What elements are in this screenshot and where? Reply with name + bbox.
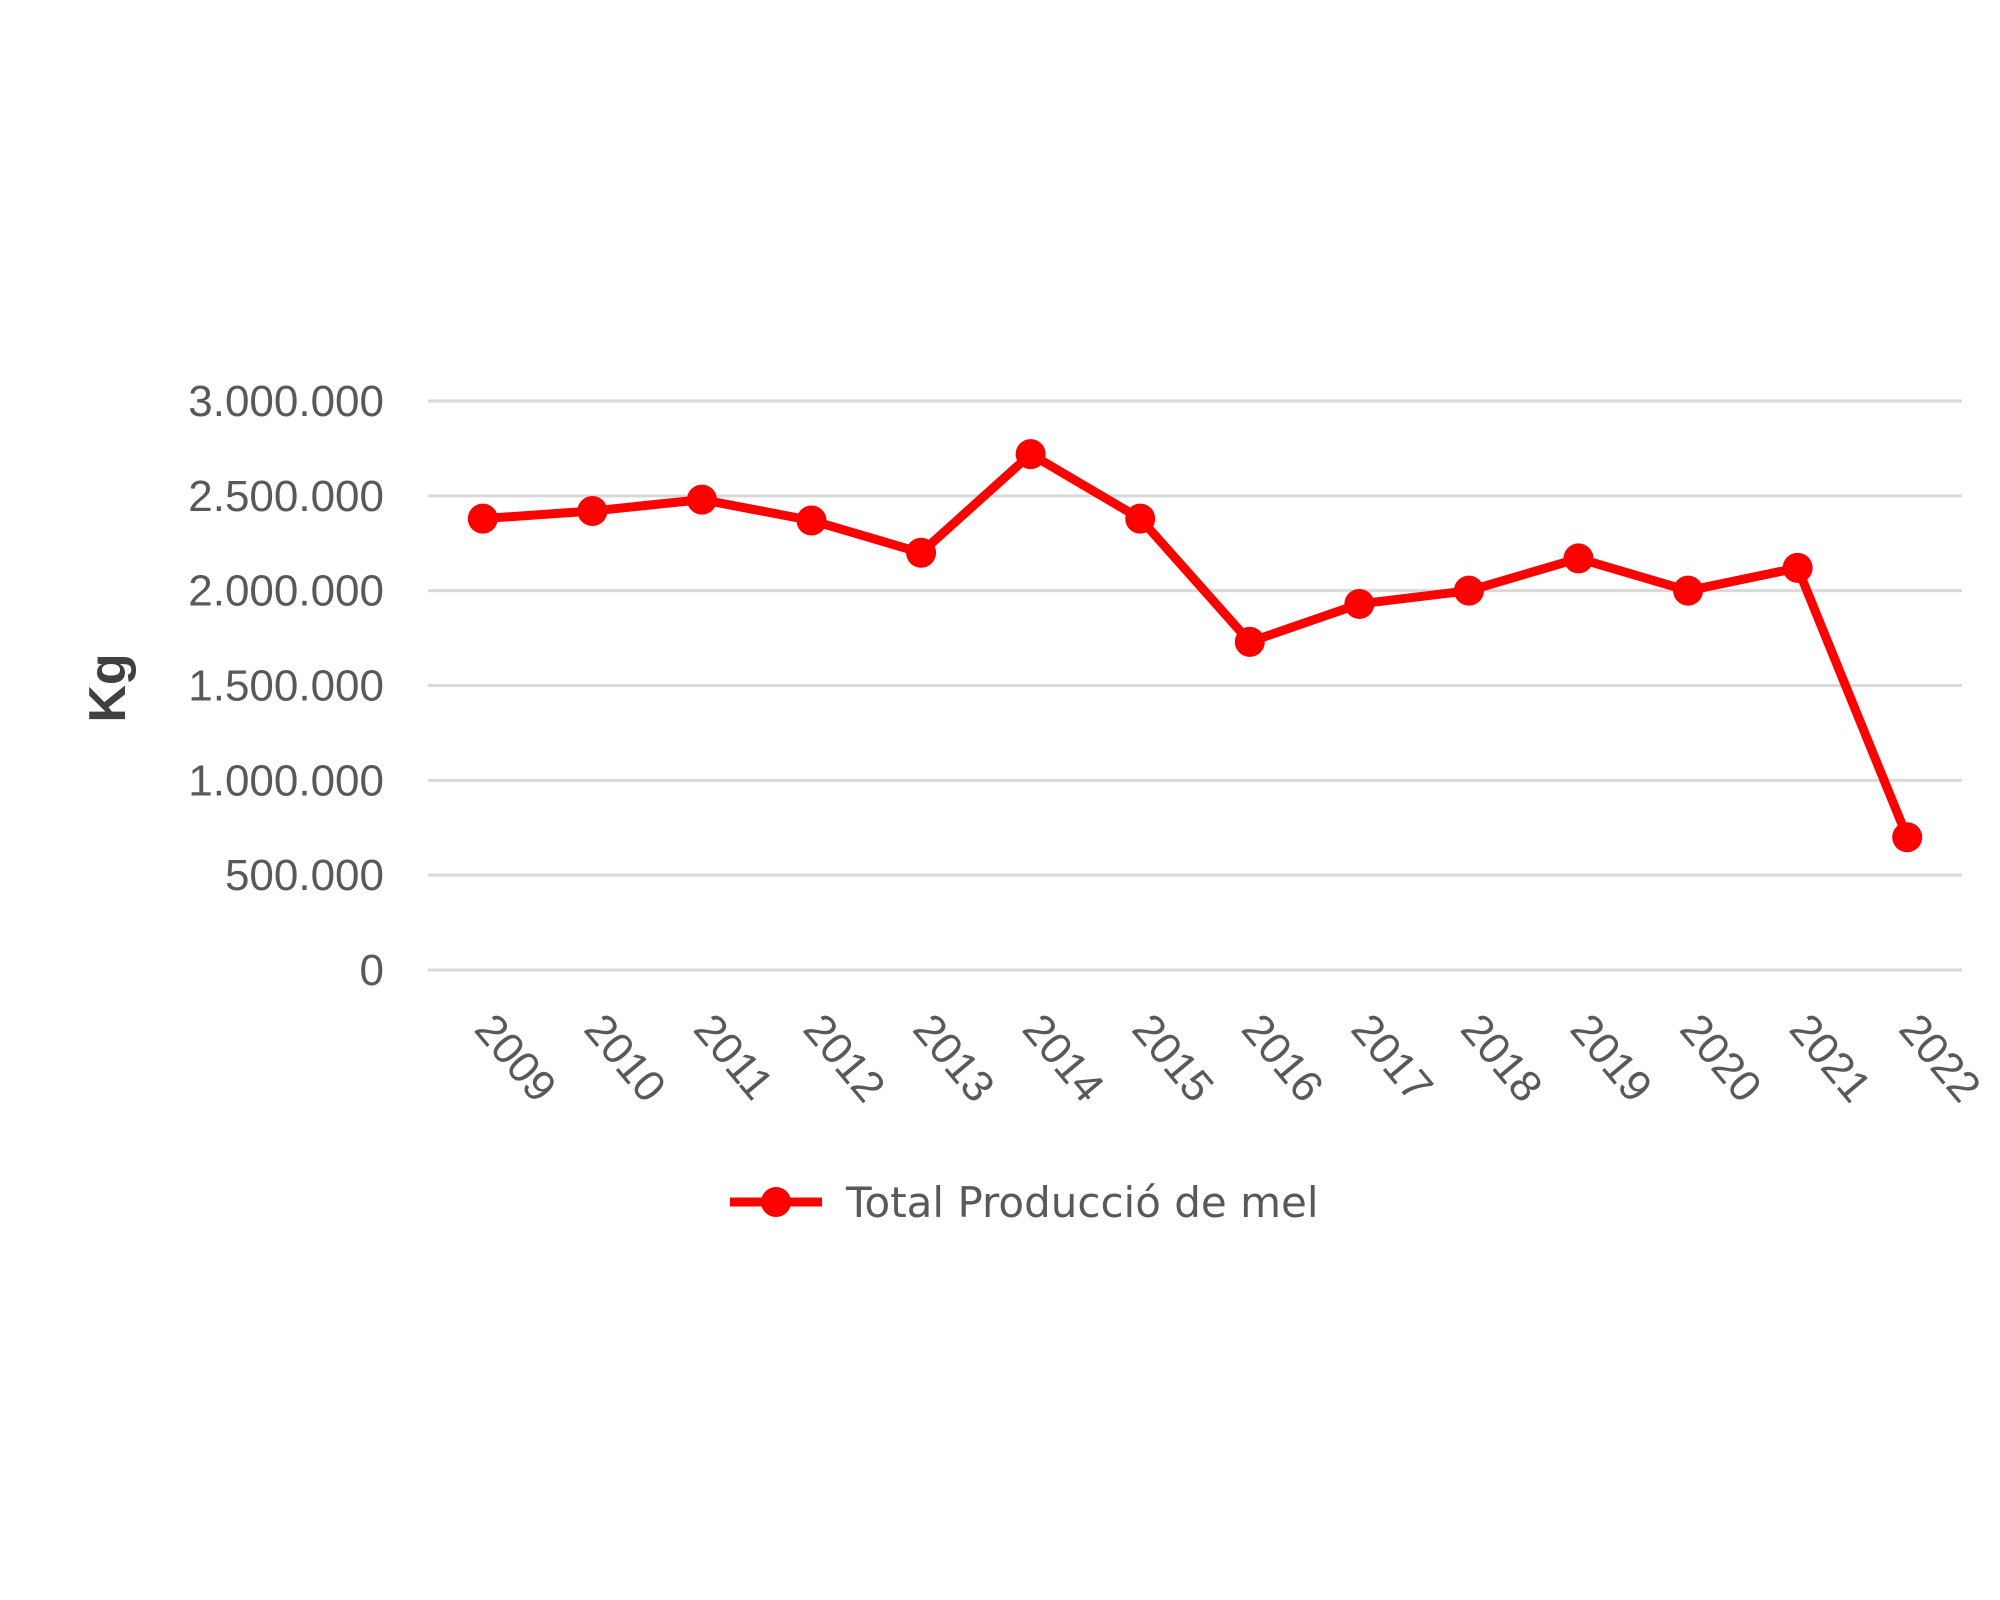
- x-tick-label: 2018: [1451, 1005, 1551, 1111]
- x-tick-label: 2013: [903, 1005, 1003, 1111]
- data-point: [1892, 822, 1923, 853]
- series-line: [482, 449, 1912, 839]
- y-axis-label: Kg: [79, 653, 137, 722]
- data-point: [1673, 575, 1704, 606]
- data-point: [796, 505, 827, 536]
- y-tick-label: 2.000.000: [188, 567, 384, 616]
- x-tick-label: 2012: [794, 1005, 894, 1111]
- data-point: [1782, 552, 1813, 583]
- data-point: [1453, 575, 1484, 606]
- data-point: [1234, 626, 1265, 657]
- x-tick-label: 2021: [1780, 1005, 1880, 1111]
- x-tick-label: 2011: [684, 1005, 782, 1109]
- legend-dot-marker: [761, 1187, 791, 1217]
- y-tick-label: 1.000.000: [188, 756, 384, 805]
- y-tick-label: 0: [360, 946, 384, 995]
- y-axis-tick-labels: 0 500.000 1.000.000 1.500.000 2.000.000 2.500…: [188, 377, 384, 995]
- data-point: [1125, 503, 1156, 534]
- x-tick-label: 2016: [1232, 1005, 1332, 1111]
- data-point: [686, 484, 717, 515]
- data-point: [1344, 588, 1375, 619]
- data-point: [467, 503, 498, 534]
- y-tick-label: 3.000.000: [188, 377, 384, 426]
- data-point: [1563, 543, 1594, 574]
- y-tick-label: 1.500.000: [188, 662, 384, 711]
- x-tick-label: 2009: [465, 1005, 565, 1111]
- x-tick-label: 2014: [1013, 1005, 1113, 1111]
- x-tick-label: 2010: [575, 1005, 675, 1111]
- legend: Total Producció de mel: [730, 1178, 1319, 1227]
- data-point: [577, 496, 608, 527]
- x-tick-label: 2017: [1342, 1005, 1442, 1111]
- x-tick-label: 2020: [1670, 1005, 1770, 1111]
- x-tick-label: 2015: [1123, 1005, 1223, 1111]
- legend-label: Total Producció de mel: [845, 1178, 1319, 1227]
- y-tick-label: 2.500.000: [188, 472, 384, 521]
- series-layer: [467, 439, 1923, 853]
- y-tick-label: 500.000: [225, 851, 384, 900]
- x-tick-label: 2022: [1890, 1005, 1990, 1111]
- data-point: [1015, 439, 1046, 470]
- x-axis-tick-labels: 2009 2010 2011 2012 2013 2014 2015 2016 2017 2018…: [465, 1005, 1990, 1111]
- gridlines: [428, 399, 1962, 972]
- x-tick-label: 2019: [1561, 1005, 1661, 1111]
- data-point: [906, 537, 937, 568]
